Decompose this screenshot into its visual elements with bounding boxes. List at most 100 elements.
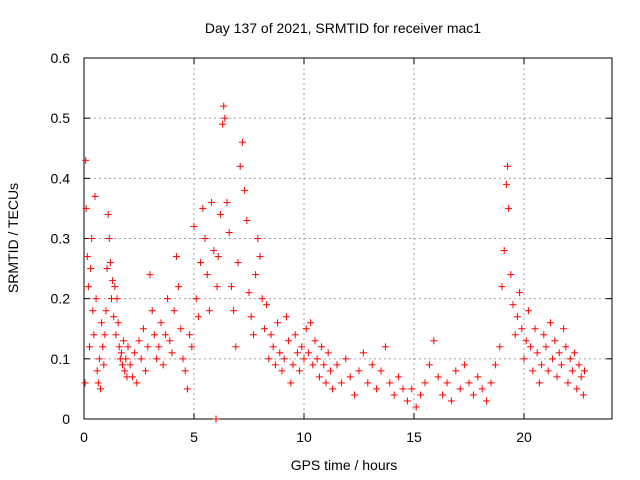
data-point [199, 204, 207, 212]
data-point [507, 271, 515, 279]
data-point [581, 367, 588, 375]
data-point [225, 228, 233, 236]
data-point [223, 198, 231, 206]
data-point [540, 331, 548, 339]
data-point [117, 349, 125, 357]
data-point [447, 397, 455, 405]
data-point [179, 355, 187, 363]
data-point [137, 355, 145, 363]
data-point [505, 204, 513, 212]
data-point [256, 253, 264, 261]
data-point [269, 343, 277, 351]
data-point [516, 289, 524, 297]
data-point [84, 283, 92, 291]
data-point [300, 355, 308, 363]
data-point [241, 186, 249, 194]
data-point [245, 289, 253, 297]
data-point [320, 361, 328, 369]
x-axis-label: GPS time / hours [291, 457, 398, 473]
data-point [439, 391, 447, 399]
data-point [263, 301, 271, 309]
data-point [465, 379, 473, 387]
data-point [164, 295, 172, 303]
y-tick-label: 0.6 [51, 50, 71, 66]
data-point [98, 319, 106, 327]
data-point [527, 343, 535, 351]
data-point [469, 391, 477, 399]
data-point [531, 325, 539, 333]
data-point [291, 331, 299, 339]
data-point [456, 385, 464, 393]
data-point [142, 367, 150, 375]
data-point [249, 331, 257, 339]
data-point [87, 265, 95, 273]
data-point [577, 373, 585, 381]
data-point [104, 210, 112, 218]
y-tick-label: 0.1 [51, 351, 71, 367]
data-point [168, 349, 176, 357]
data-point [408, 385, 416, 393]
data-point [88, 235, 96, 242]
data-point [549, 355, 557, 363]
data-point [546, 319, 554, 327]
data-point [390, 391, 398, 399]
data-point [487, 379, 495, 387]
data-point [192, 295, 200, 303]
chart-title: Day 137 of 2021, SRMTID for receiver mac… [205, 20, 481, 36]
data-point [452, 367, 460, 375]
data-point [234, 259, 242, 267]
data-point [504, 162, 511, 170]
data-point [575, 361, 583, 369]
data-point [513, 313, 521, 321]
data-point [302, 325, 310, 333]
data-point [89, 307, 97, 315]
data-point [496, 343, 504, 351]
data-point [120, 337, 128, 345]
x-tick-label: 15 [406, 429, 422, 445]
data-point [271, 361, 279, 369]
data-point [518, 325, 526, 333]
data-point [293, 349, 301, 357]
data-point [106, 259, 114, 267]
data-point [86, 343, 93, 351]
data-point [564, 379, 572, 387]
data-point [359, 349, 367, 357]
data-point [278, 367, 286, 375]
data-point [326, 367, 334, 375]
data-point [155, 343, 163, 351]
data-point [183, 385, 191, 393]
data-point [509, 301, 517, 309]
axis-ticks: 0 0.1 0.2 0.3 0.4 0.5 0.6 0 5 10 15 20 [51, 50, 612, 445]
data-point [133, 379, 141, 387]
data-point [351, 391, 359, 399]
data-point [520, 355, 528, 363]
data-point [94, 379, 102, 387]
data-point [529, 367, 537, 375]
data-point [90, 331, 98, 339]
data-point [553, 373, 561, 381]
data-point [161, 331, 169, 339]
data-point [267, 331, 275, 339]
data-point [115, 343, 123, 351]
data-point [562, 343, 570, 351]
data-point [313, 355, 321, 363]
data-point [333, 361, 341, 369]
data-point [538, 361, 546, 369]
x-tick-label: 20 [516, 429, 532, 445]
data-point [342, 355, 350, 363]
data-point [113, 295, 121, 303]
x-tick-label: 10 [296, 429, 312, 445]
data-point [157, 319, 165, 327]
data-point [83, 253, 91, 261]
x-tick-label: 5 [190, 429, 198, 445]
data-point [280, 355, 288, 363]
y-axis-label: SRMTID / TECUs [5, 183, 21, 293]
data-point [355, 367, 363, 375]
data-point [403, 397, 411, 405]
x-tick-label: 0 [80, 429, 88, 445]
data-point [175, 283, 183, 291]
data-point [243, 216, 251, 224]
y-tick-label: 0.2 [51, 291, 71, 307]
data-point [329, 385, 337, 393]
data-point [110, 313, 118, 321]
